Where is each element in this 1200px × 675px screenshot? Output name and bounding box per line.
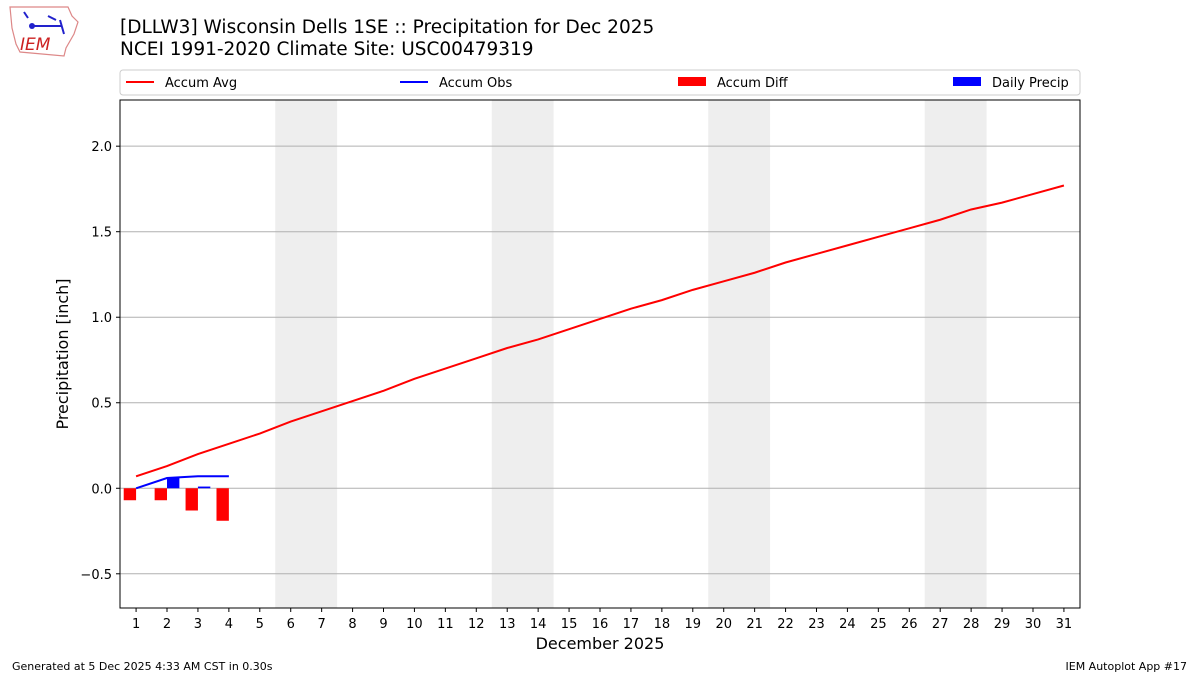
x-tick-label: 30 [1025, 617, 1042, 632]
x-tick-label: 6 [287, 617, 295, 632]
svg-text:IEM: IEM [20, 35, 51, 55]
bar-accum-diff [185, 488, 198, 511]
y-tick-label: 1.0 [91, 311, 112, 326]
bar-accum-diff [216, 488, 229, 521]
x-tick-label: 15 [561, 617, 578, 632]
legend-swatch [953, 77, 981, 86]
x-tick-label: 16 [592, 617, 609, 632]
x-tick-label: 31 [1056, 617, 1073, 632]
title-line2: NCEI 1991-2020 Climate Site: USC00479319 [120, 39, 534, 60]
bar-daily-precip [197, 486, 211, 489]
app-credit: IEM Autoplot App #17 [1065, 660, 1188, 673]
x-tick-label: 29 [994, 617, 1011, 632]
x-tick-label: 1 [132, 617, 140, 632]
x-tick-label: 21 [746, 617, 763, 632]
y-tick-label: 2.0 [91, 140, 112, 155]
y-tick-label: 0.0 [91, 482, 112, 497]
x-tick-label: 2 [163, 617, 171, 632]
x-tick-label: 8 [348, 617, 356, 632]
x-tick-label: 13 [499, 617, 516, 632]
x-tick-label: 26 [901, 617, 918, 632]
x-tick-label: 10 [406, 617, 423, 632]
y-axis-label: Precipitation [inch] [53, 278, 72, 429]
title-line1: [DLLW3] Wisconsin Dells 1SE :: Precipita… [120, 17, 655, 38]
chart-title: [DLLW3] Wisconsin Dells 1SE :: Precipita… [120, 17, 654, 61]
plot-frame [119, 99, 1081, 609]
x-tick-label: 27 [932, 617, 949, 632]
x-tick-label: 7 [318, 617, 326, 632]
legend-label: Daily Precip [992, 76, 1069, 91]
legend-label: Accum Obs [439, 76, 512, 91]
bar-accum-diff [154, 488, 168, 501]
x-tick-label: 17 [623, 617, 640, 632]
x-tick-label: 12 [468, 617, 485, 632]
legend [119, 69, 1081, 96]
x-tick-label: 19 [685, 617, 702, 632]
line-accum-avg [135, 184, 1065, 478]
legend-label: Accum Avg [165, 76, 237, 91]
y-tick-label: −0.5 [80, 568, 112, 583]
x-tick-label: 23 [808, 617, 825, 632]
x-axis-label: December 2025 [536, 634, 665, 653]
x-tick-label: 5 [256, 617, 264, 632]
iem-logo: IEM [9, 6, 79, 57]
x-tick-label: 11 [437, 617, 454, 632]
x-tick-label: 25 [870, 617, 887, 632]
x-tick-label: 14 [530, 617, 547, 632]
weekend-shade [924, 100, 987, 608]
x-tick-label: 4 [225, 617, 233, 632]
x-tick-label: 9 [379, 617, 387, 632]
weekend-shade [708, 100, 771, 608]
y-tick-label: 1.5 [91, 226, 112, 241]
legend-swatch [678, 77, 706, 86]
weekend-shade [491, 100, 554, 608]
legend-label: Accum Diff [717, 76, 789, 91]
bar-accum-diff [123, 488, 137, 501]
line-accum-obs [135, 475, 229, 490]
x-tick-label: 18 [654, 617, 671, 632]
x-tick-label: 20 [715, 617, 732, 632]
x-tick-label: 28 [963, 617, 980, 632]
weekend-shade [275, 100, 338, 608]
y-tick-label: 0.5 [91, 397, 112, 412]
x-tick-label: 24 [839, 617, 856, 632]
x-tick-label: 3 [194, 617, 202, 632]
bar-daily-precip [167, 478, 180, 489]
x-tick-label: 22 [777, 617, 794, 632]
generated-note: Generated at 5 Dec 2025 4:33 AM CST in 0… [12, 660, 273, 673]
